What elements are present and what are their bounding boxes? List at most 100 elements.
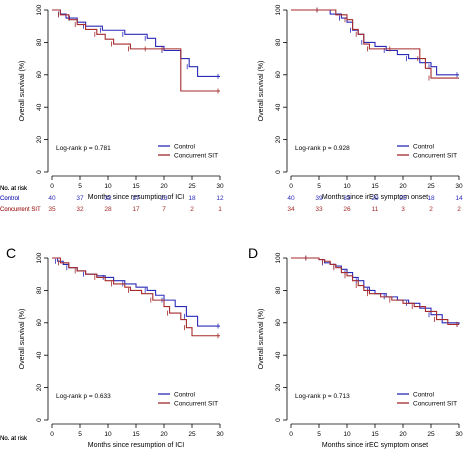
risk-value: 3 [401, 206, 405, 213]
risk-row-label: Control [0, 196, 19, 202]
x-tick-label: 10 [343, 431, 351, 438]
panel-letter: D [248, 245, 258, 261]
legend-label: Control [174, 392, 196, 399]
y-axis-title: Overall survival (%) [258, 309, 265, 370]
x-tick-label: 5 [317, 183, 321, 190]
log-rank-pvalue: Log-rank p = 0.713 [295, 393, 350, 400]
risk-row-label: Concurrent SIT [0, 207, 41, 213]
risk-value: 25 [399, 195, 407, 202]
risk-value: 35 [48, 206, 56, 213]
x-tick-label: 20 [160, 431, 168, 438]
y-tick-label: 0 [36, 170, 43, 174]
x-tick-label: 25 [188, 183, 196, 190]
risk-table-title: No. at risk [0, 186, 28, 192]
y-tick-label: 80 [275, 286, 282, 294]
risk-value: 33 [315, 206, 323, 213]
x-tick-label: 5 [317, 431, 321, 438]
y-tick-label: 60 [36, 71, 43, 79]
x-tick-label: 15 [371, 183, 379, 190]
y-tick-label: 80 [36, 38, 43, 46]
y-tick-label: 100 [275, 4, 282, 15]
risk-value: 7 [162, 206, 166, 213]
risk-value: 40 [287, 195, 295, 202]
x-tick-label: 20 [399, 183, 407, 190]
legend-label: Concurrent SIT [413, 401, 457, 408]
risk-value: 2 [429, 206, 433, 213]
km-curve-control [52, 9, 220, 77]
risk-value: 26 [343, 206, 351, 213]
y-tick-label: 0 [275, 170, 282, 174]
risk-value: 28 [104, 206, 112, 213]
legend-label: Control [413, 144, 435, 151]
legend-label: Concurrent SIT [174, 401, 218, 408]
risk-table-title: No. at risk [0, 436, 28, 442]
risk-value: 33 [343, 195, 351, 202]
x-tick-label: 15 [371, 431, 379, 438]
y-tick-label: 80 [36, 286, 43, 294]
km-curve-concurrent-sit [52, 257, 220, 337]
legend-label: Control [174, 144, 196, 151]
risk-value: 32 [104, 195, 112, 202]
y-tick-label: 0 [36, 418, 43, 422]
km-curve-concurrent-sit [52, 9, 220, 92]
panel-letter: C [6, 245, 16, 261]
x-tick-label: 30 [216, 431, 224, 438]
y-tick-label: 100 [36, 252, 43, 263]
km-curve-control [291, 9, 459, 76]
x-tick-label: 20 [399, 431, 407, 438]
km-curve-concurrent-sit [291, 257, 459, 325]
risk-value: 39 [315, 195, 323, 202]
risk-value: 40 [48, 195, 56, 202]
risk-table-title: No. at risk [0, 186, 28, 192]
x-tick-label: 5 [78, 431, 82, 438]
x-tick-label: 25 [427, 431, 435, 438]
risk-value: 2 [190, 206, 194, 213]
x-axis-title: Months since resumption of ICI [88, 442, 185, 449]
risk-value: 23 [160, 195, 168, 202]
x-axis-title: Months since irEC symptom onset [322, 194, 428, 201]
risk-value: 14 [455, 195, 463, 202]
log-rank-pvalue: Log-rank p = 0.781 [56, 145, 111, 152]
x-tick-label: 10 [104, 431, 112, 438]
x-tick-label: 25 [427, 183, 435, 190]
y-axis-title: Overall survival (%) [19, 61, 26, 122]
y-axis-title: Overall survival (%) [19, 309, 26, 370]
km-panel-1: 0 20 40 60 80 100 0 5 10 15 20 25 30 Months since res… [0, 4, 224, 213]
y-axis-title: Overall survival (%) [258, 61, 265, 122]
y-tick-label: 100 [275, 252, 282, 263]
y-tick-label: 40 [275, 103, 282, 111]
legend-label: Concurrent SIT [174, 153, 218, 160]
y-tick-label: 60 [275, 319, 282, 327]
legend-label: Control [413, 392, 435, 399]
risk-row-label: Concurrent SIT [0, 207, 41, 213]
x-tick-label: 15 [132, 183, 140, 190]
x-tick-label: 0 [289, 431, 293, 438]
risk-row-label: Control [0, 196, 19, 202]
x-tick-label: 30 [216, 183, 224, 190]
x-tick-label: 0 [50, 431, 54, 438]
y-tick-label: 60 [36, 319, 43, 327]
km-panel-3: C 0 20 40 60 80 100 0 5 10 15 20 25 30 Months since re… [0, 245, 224, 449]
x-tick-label: 0 [50, 183, 54, 190]
y-tick-label: 20 [275, 384, 282, 392]
x-tick-label: 10 [343, 183, 351, 190]
risk-value: 32 [76, 206, 84, 213]
km-curve-control [291, 257, 460, 325]
y-tick-label: 20 [36, 136, 43, 144]
log-rank-pvalue: Log-rank p = 0.633 [56, 393, 111, 400]
y-tick-label: 20 [275, 136, 282, 144]
risk-value: 2 [457, 206, 461, 213]
risk-value: 37 [76, 195, 84, 202]
risk-value: 1 [218, 206, 222, 213]
x-tick-label: 30 [455, 183, 463, 190]
risk-value: 29 [371, 195, 379, 202]
y-tick-label: 40 [36, 351, 43, 359]
y-tick-label: 40 [36, 103, 43, 111]
risk-value: 27 [132, 195, 140, 202]
y-tick-label: 60 [275, 71, 282, 79]
legend-label: Concurrent SIT [413, 153, 457, 160]
x-tick-label: 30 [455, 431, 463, 438]
